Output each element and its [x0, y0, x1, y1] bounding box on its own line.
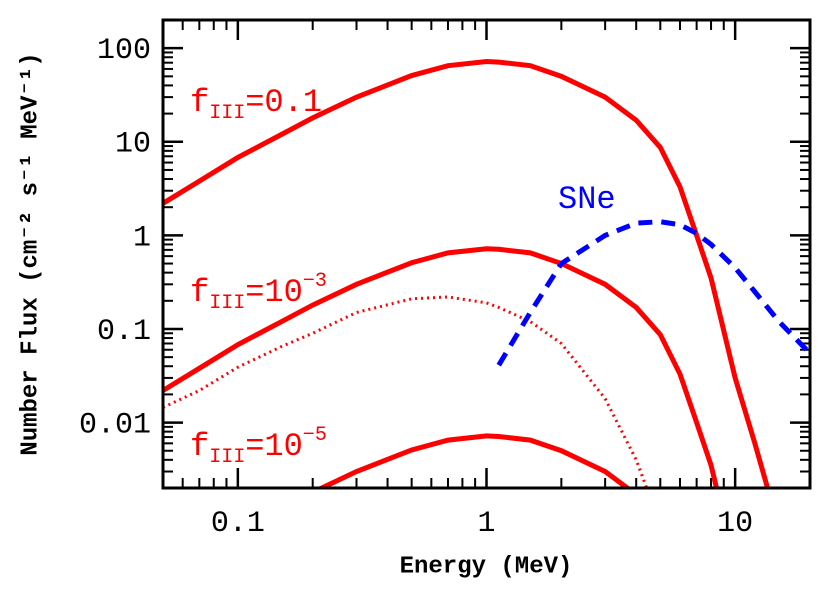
- line-solid: [315, 433, 632, 488]
- annotation-main: =10: [245, 274, 303, 311]
- x-tick-label: 10: [717, 507, 753, 541]
- line-dashed: [496, 219, 810, 367]
- line-dotted: [163, 295, 649, 488]
- annotation-sup: −3: [303, 270, 327, 293]
- annotation-base: f: [190, 428, 209, 465]
- y-tick-label: 1: [133, 221, 151, 255]
- line-solid: [163, 59, 770, 488]
- annotation: fIII=0.1: [190, 84, 322, 125]
- annotation-base: SNe: [558, 181, 616, 218]
- annotation-sup: −5: [303, 424, 327, 447]
- y-tick-label: 100: [97, 34, 151, 68]
- plot-frame: [161, 18, 812, 490]
- annotation-base: f: [190, 274, 209, 311]
- annotation-sub: III: [209, 292, 245, 315]
- y-tick-label: 0.01: [79, 408, 151, 442]
- annotation-sub: III: [209, 102, 245, 125]
- plot-area: [163, 59, 810, 488]
- line-solid: [163, 246, 720, 488]
- x-tick-label: 1: [477, 507, 495, 541]
- y-axis-title: Number Flux (cm⁻² s⁻¹ MeV⁻¹): [17, 52, 44, 455]
- x-axis-title: Energy (MeV): [400, 553, 573, 580]
- annotation-main: =0.1: [245, 84, 322, 121]
- annotation-main: =10: [245, 428, 303, 465]
- annotation-sub: III: [209, 446, 245, 469]
- y-tick-label: 10: [115, 128, 151, 162]
- annotation-base: f: [190, 84, 209, 121]
- annotation: SNe: [558, 181, 616, 218]
- annotation: fIII=10−5: [190, 424, 327, 469]
- annotation: fIII=10−3: [190, 270, 327, 315]
- x-tick-label: 0.1: [211, 507, 265, 541]
- y-tick-label: 0.1: [97, 315, 151, 349]
